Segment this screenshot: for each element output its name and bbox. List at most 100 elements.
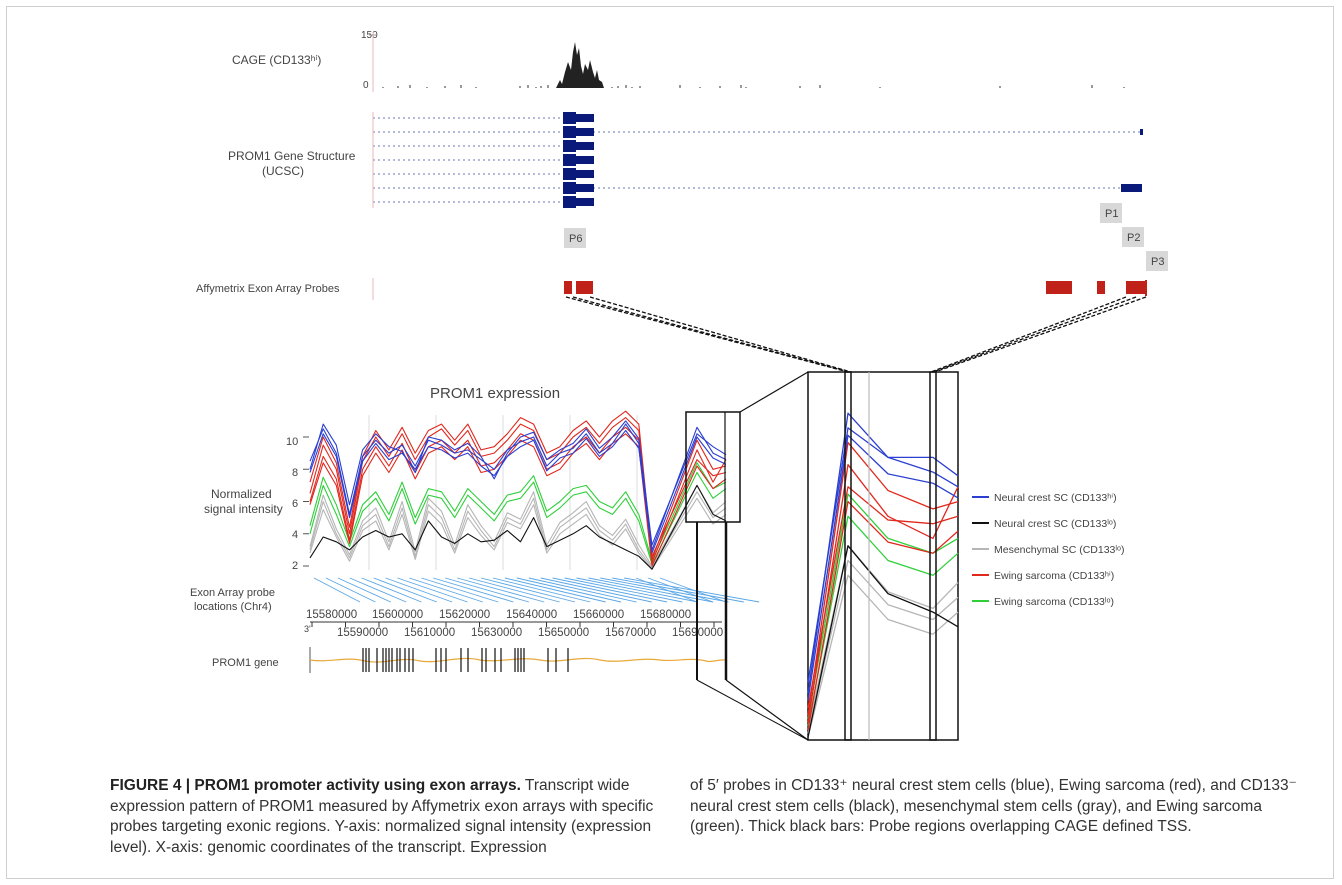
series-line	[309, 484, 727, 570]
y-axis-label-line2: signal intensity	[204, 502, 283, 516]
chart-zoom-box	[685, 411, 741, 523]
x-tick-15600000: 15600000	[372, 609, 423, 621]
transcript-exon	[576, 114, 594, 122]
zoom-connector-right-c	[932, 296, 1137, 373]
probe-block-p6b	[576, 281, 593, 294]
transcript-exon	[576, 156, 594, 164]
series-line	[309, 426, 727, 564]
probes-label: Affymetrix Exon Array Probes	[196, 283, 340, 295]
zoom-series-line	[807, 500, 959, 731]
zoom-series-line	[807, 427, 959, 683]
zoom-series-line	[807, 493, 959, 720]
probe-fan-line	[564, 577, 683, 603]
transcript-exon	[563, 154, 576, 166]
probe-fan-line	[468, 577, 560, 603]
probe-fan-line	[385, 577, 453, 603]
transcript-exon	[563, 168, 576, 180]
probe-fan-line	[361, 577, 422, 603]
series-line	[309, 410, 727, 557]
y-tick-8: 8	[292, 467, 298, 479]
legend-label-es-lo: Ewing sarcoma (CD133ˡᵒ)	[994, 596, 1114, 608]
series-line	[309, 420, 727, 546]
promoter-tag-p2-box	[1122, 227, 1144, 247]
probe-fan-line	[588, 577, 714, 603]
promoter-tag-p3-box	[1146, 251, 1168, 271]
transcript-exon-p1	[1121, 184, 1142, 192]
cage-label: CAGE (CD133ʰⁱ)	[232, 53, 321, 67]
probe-fan-line	[373, 577, 437, 603]
probe-fan-line	[600, 577, 729, 603]
legend-label-ncsc-hi: Neural crest SC (CD133ʰⁱ)	[994, 492, 1117, 504]
x-tick-15640000: 15640000	[506, 609, 557, 621]
zoom-bar-right	[929, 371, 937, 741]
cage-peak	[556, 42, 604, 88]
x-tick-15680000: 15680000	[640, 609, 691, 621]
affymetrix-probes-track: Affymetrix Exon Array Probes	[196, 278, 1147, 300]
zoom-connector-left-b	[589, 296, 852, 373]
probe-axis-label-line1: Exon Array probe	[190, 587, 275, 599]
zoom-series-line	[807, 515, 959, 727]
probe-fan-line	[325, 577, 376, 603]
y-tick-2: 2	[292, 560, 298, 572]
zoom-series-line	[807, 434, 959, 701]
promoter-tag-p2: P2	[1127, 232, 1140, 244]
x-tick-15620000: 15620000	[439, 609, 490, 621]
zoom-series-line	[807, 559, 959, 734]
probe-fan-line	[445, 577, 530, 603]
legend-label-msc-lo: Mesenchymal SC (CD133ˡᵒ)	[994, 544, 1125, 556]
legend-label-es-hi: Ewing sarcoma (CD133ʰⁱ)	[994, 570, 1114, 582]
x-tick-15590000: 15590000	[337, 627, 388, 639]
expression-chart: PROM1 expression Normalized signal inten…	[204, 385, 741, 572]
probe-fan-line	[516, 577, 622, 603]
transcript-isoforms	[372, 112, 1143, 208]
probe-fan-line	[552, 577, 668, 603]
transcript-exon	[576, 142, 594, 150]
zoom-series-line	[807, 574, 959, 738]
figure-canvas: CAGE (CD133ʰⁱ) 150 0 PROM1 Gene Structur…	[190, 30, 1168, 741]
y-tick-10: 10	[286, 436, 298, 448]
y-tick-4: 4	[292, 529, 298, 541]
chart-series-lines	[309, 410, 727, 570]
probe-fan-line	[647, 577, 714, 603]
probe-fan-line	[337, 577, 391, 603]
y-tick-6: 6	[292, 498, 298, 510]
probe-fan-line	[528, 577, 637, 603]
probe-location-track: Exon Array probe locations (Chr4)	[190, 577, 760, 613]
x-tick-15630000: 15630000	[471, 627, 522, 639]
chart-title: PROM1 expression	[430, 385, 560, 402]
probe-block-p1	[1046, 281, 1072, 294]
genomic-axis-ticks	[311, 622, 715, 627]
series-line	[309, 429, 727, 554]
probe-fan-line	[397, 577, 468, 603]
x-axis-end-label: 3'	[304, 624, 311, 634]
probe-fan-line	[659, 577, 727, 603]
series-line	[309, 471, 727, 565]
zoom-panel-series-lines	[807, 412, 959, 738]
gene-structure-label-line1: PROM1 Gene Structure	[228, 149, 356, 163]
cage-y-min: 0	[363, 80, 369, 91]
probe-fan-line	[409, 577, 483, 603]
zoom-connector-right-a	[930, 296, 1127, 373]
promoter-tag-p3: P3	[1151, 256, 1164, 268]
probe-fan-line	[457, 577, 545, 603]
probe-fan-line	[540, 577, 652, 603]
probe-fan-line	[576, 577, 698, 603]
probe-fan-line	[612, 577, 744, 603]
probe-fan-line	[313, 577, 361, 603]
gene-exons	[362, 648, 569, 672]
figure-frame	[6, 6, 1334, 879]
transcript-exon	[576, 184, 594, 192]
probe-axis-label-line2: locations (Chr4)	[194, 601, 272, 613]
zoom-series-line	[807, 545, 959, 738]
zoom-panel	[696, 371, 959, 741]
transcript-exon	[563, 196, 576, 208]
probe-fan-line	[349, 577, 407, 603]
zoom-series-line	[807, 441, 959, 716]
probe-fan-line	[480, 577, 576, 603]
probe-fan-lines	[313, 577, 760, 603]
series-line	[309, 433, 727, 567]
gene-structure-label-line2: (UCSC)	[262, 164, 304, 178]
probe-block-p2	[1097, 281, 1105, 294]
x-tick-15670000: 15670000	[605, 627, 656, 639]
series-line	[309, 417, 727, 561]
